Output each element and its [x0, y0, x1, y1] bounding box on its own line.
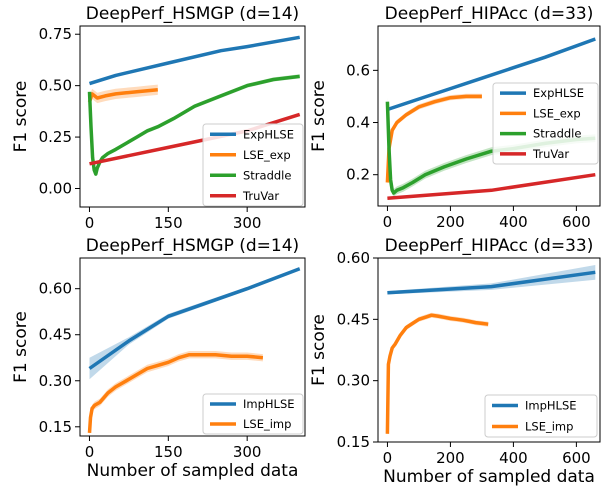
x-tick-label: 600 [562, 213, 591, 231]
y-tick-label: 0.15 [39, 418, 72, 436]
chart-panel-4: DeepPerf_HIPAcc (d=33) F1 score Number of … [309, 236, 601, 487]
legend: ImpHLSE LSE_imp [202, 393, 304, 435]
x-tick-label: 150 [154, 214, 183, 232]
legend-label: LSE_exp [243, 148, 291, 162]
series-line-straddle [87, 74, 300, 176]
series-line-lse-imp [385, 313, 489, 434]
y-tick-label: 0.45 [337, 310, 370, 328]
x-tick-label: 0 [85, 214, 95, 232]
y-axis-label: F1 score [309, 314, 329, 386]
plot-frame [377, 25, 601, 207]
chart-title: DeepPerf_HSMGP (d=14) [86, 4, 299, 24]
y-tick-label: 0.30 [337, 372, 370, 390]
series-band-imphlse [89, 267, 300, 380]
y-tick-label: 0.45 [39, 326, 72, 344]
y-axis-label: F1 score [11, 311, 31, 383]
x-tick-label: 150 [154, 443, 183, 461]
legend-label: Straddle [243, 168, 291, 182]
legend-box [202, 123, 304, 207]
y-axis-label: F1 score [309, 80, 329, 152]
legend-label: ImpHLSE [243, 397, 295, 411]
y-tick-label: 0.75 [39, 25, 72, 43]
legend-label: LSE_imp [243, 417, 291, 431]
series-line-truvar [387, 172, 596, 200]
x-tick-label: 0 [85, 443, 95, 461]
y-tick-label: 0.50 [39, 77, 72, 95]
y-tick-label: 0.60 [337, 249, 370, 267]
series-band-lse-imp [387, 312, 489, 437]
legend-label: ExpHLSE [243, 127, 294, 141]
chart-panel-3: DeepPerf_HSMGP (d=14) F1 score Number of s… [11, 236, 306, 481]
plot-frame [377, 257, 601, 443]
legend-label: TruVar [242, 189, 279, 203]
series-line-exphlse [88, 35, 301, 86]
series-line-lse-imp [87, 352, 264, 434]
legend-label: TruVar [532, 147, 569, 161]
x-tick-label: 400 [499, 213, 528, 231]
chart-title: DeepPerf_HSMGP (d=14) [86, 236, 299, 256]
series-band-straddle [387, 97, 596, 197]
x-tick-label: 0 [383, 449, 393, 467]
chart-panel-2: DeepPerf_HIPAcc (d=33) F1 score 0 200 400 600… [309, 4, 601, 231]
legend: ExpHLSE LSE_exp Straddle TruVar [492, 82, 599, 165]
legend-label: ExpHLSE [533, 86, 584, 100]
y-tick-label: 0.15 [337, 433, 370, 451]
chart-title: DeepPerf_HIPAcc (d=33) [385, 236, 594, 256]
y-tick-label: 0.60 [39, 280, 72, 298]
y-tick-label: 0.4 [346, 114, 370, 132]
x-tick-label: 200 [436, 449, 465, 467]
legend-label: LSE_exp [533, 106, 581, 120]
chart-title: DeepPerf_HIPAcc (d=33) [385, 4, 594, 24]
y-tick-label: 0.2 [346, 166, 370, 184]
legend-label: Straddle [533, 127, 581, 141]
series-band-lse-imp [89, 351, 263, 437]
series-line-lse-exp [385, 94, 482, 183]
x-tick-label: 0 [383, 213, 393, 231]
legend-label: ImpHLSE [525, 399, 577, 413]
x-tick-label: 300 [233, 214, 262, 232]
y-tick-label: 0.00 [39, 179, 72, 197]
series-line-imphlse [387, 270, 596, 295]
y-tick-label: 0.25 [39, 128, 72, 146]
series-line-imphlse [88, 267, 301, 370]
x-tick-label: 600 [562, 449, 591, 467]
legend: ImpHLSE LSE_imp [484, 394, 598, 438]
legend-box [492, 82, 599, 165]
y-axis-label: F1 score [11, 81, 31, 153]
x-tick-label: 200 [436, 213, 465, 231]
legend-label: LSE_imp [525, 420, 573, 434]
plot-frame [79, 25, 306, 208]
series-line-lse-exp [87, 88, 158, 103]
x-tick-label: 300 [233, 443, 262, 461]
y-tick-label: 0.30 [39, 372, 72, 390]
x-axis-label: Number of sampled data [87, 461, 299, 481]
x-axis-label: Number of sampled data [383, 467, 595, 487]
x-tick-label: 400 [499, 449, 528, 467]
legend: ExpHLSE LSE_exp Straddle TruVar [202, 123, 304, 207]
series-line-exphlse [386, 37, 596, 112]
plot-frame [79, 257, 306, 437]
chart-panel-1: DeepPerf_HSMGP (d=14) F1 score 0 150 300 0.00… [11, 4, 306, 232]
y-tick-label: 0.6 [346, 61, 370, 79]
